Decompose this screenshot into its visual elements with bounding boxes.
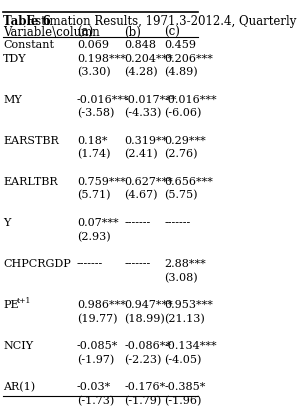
Text: (21.13): (21.13) [164, 314, 205, 324]
Text: (4.89): (4.89) [164, 67, 198, 78]
Text: (a): (a) [77, 26, 93, 39]
Text: 0.986***: 0.986*** [77, 300, 126, 310]
Text: (-2.23): (-2.23) [124, 355, 162, 365]
Text: -------: ------- [77, 259, 103, 269]
Text: NCIY: NCIY [3, 341, 33, 351]
Text: (2.76): (2.76) [164, 149, 198, 160]
Text: Table 6: Table 6 [3, 16, 51, 29]
Text: -0.03*: -0.03* [77, 382, 111, 392]
Text: 0.627***: 0.627*** [124, 177, 173, 187]
Text: 0.07***: 0.07*** [77, 218, 118, 228]
Text: 0.204***: 0.204*** [124, 54, 173, 64]
Text: 0.198***: 0.198*** [77, 54, 126, 64]
Text: (-1.97): (-1.97) [77, 355, 114, 365]
Text: 0.29***: 0.29*** [164, 136, 206, 146]
Text: (3.30): (3.30) [77, 67, 110, 78]
Text: 0.18*: 0.18* [77, 136, 107, 146]
Text: 0.656***: 0.656*** [164, 177, 213, 187]
Text: Variable\column: Variable\column [3, 26, 100, 39]
Text: (5.75): (5.75) [164, 191, 198, 201]
Text: 0.069: 0.069 [77, 40, 109, 50]
Text: Y: Y [3, 218, 11, 228]
Text: EARLTBR: EARLTBR [3, 177, 58, 187]
Text: 0.947***: 0.947*** [124, 300, 173, 310]
Text: (c): (c) [164, 26, 180, 39]
Text: (2.41): (2.41) [124, 149, 158, 160]
Text: -------: ------- [124, 259, 151, 269]
Text: 0.206***: 0.206*** [164, 54, 213, 64]
Text: (18.99): (18.99) [124, 314, 165, 324]
Text: (-1.79): (-1.79) [124, 396, 162, 406]
Text: TDY: TDY [3, 54, 27, 64]
Text: (-4.33): (-4.33) [124, 108, 162, 119]
Text: -0.016***: -0.016*** [164, 95, 217, 105]
Text: (-1.73): (-1.73) [77, 396, 114, 406]
Text: 0.319**: 0.319** [124, 136, 168, 146]
Text: (2.93): (2.93) [77, 231, 110, 242]
Text: Constant: Constant [3, 40, 54, 50]
Text: (3.08): (3.08) [164, 272, 198, 283]
Text: (5.71): (5.71) [77, 191, 110, 201]
Text: -------: ------- [124, 218, 151, 228]
Text: -0.385*: -0.385* [164, 382, 205, 392]
Text: EARSTBR: EARSTBR [3, 136, 59, 146]
Text: 0.759***: 0.759*** [77, 177, 126, 187]
Text: (4.28): (4.28) [124, 67, 158, 78]
Text: (-4.05): (-4.05) [164, 355, 202, 365]
Text: 2.88***: 2.88*** [164, 259, 206, 269]
Text: (4.67): (4.67) [124, 191, 158, 201]
Text: MY: MY [3, 95, 22, 105]
Text: -0.134***: -0.134*** [164, 341, 217, 351]
Text: 0.459: 0.459 [164, 40, 196, 50]
Text: -0.086**: -0.086** [124, 341, 171, 351]
Text: -0.017***: -0.017*** [124, 95, 177, 105]
Text: -------: ------- [164, 218, 190, 228]
Text: 0.848: 0.848 [124, 40, 156, 50]
Text: PE: PE [3, 300, 19, 310]
Text: (-1.96): (-1.96) [164, 396, 202, 406]
Text: -0.085*: -0.085* [77, 341, 118, 351]
Text: (19.77): (19.77) [77, 314, 117, 324]
Text: (-3.58): (-3.58) [77, 108, 114, 119]
Text: 0.953***: 0.953*** [164, 300, 213, 310]
Text: (-6.06): (-6.06) [164, 108, 202, 119]
Text: CHPCRGDP: CHPCRGDP [3, 259, 71, 269]
Text: -0.176*: -0.176* [124, 382, 166, 392]
Text: -0.016***: -0.016*** [77, 95, 129, 105]
Text: AR(1): AR(1) [3, 382, 36, 392]
Text: . Estimation Results, 1971.3-2012.4, Quarterly Data: . Estimation Results, 1971.3-2012.4, Qua… [19, 16, 299, 29]
Text: t+1: t+1 [17, 297, 31, 306]
Text: (1.74): (1.74) [77, 149, 110, 160]
Text: (b): (b) [124, 26, 141, 39]
